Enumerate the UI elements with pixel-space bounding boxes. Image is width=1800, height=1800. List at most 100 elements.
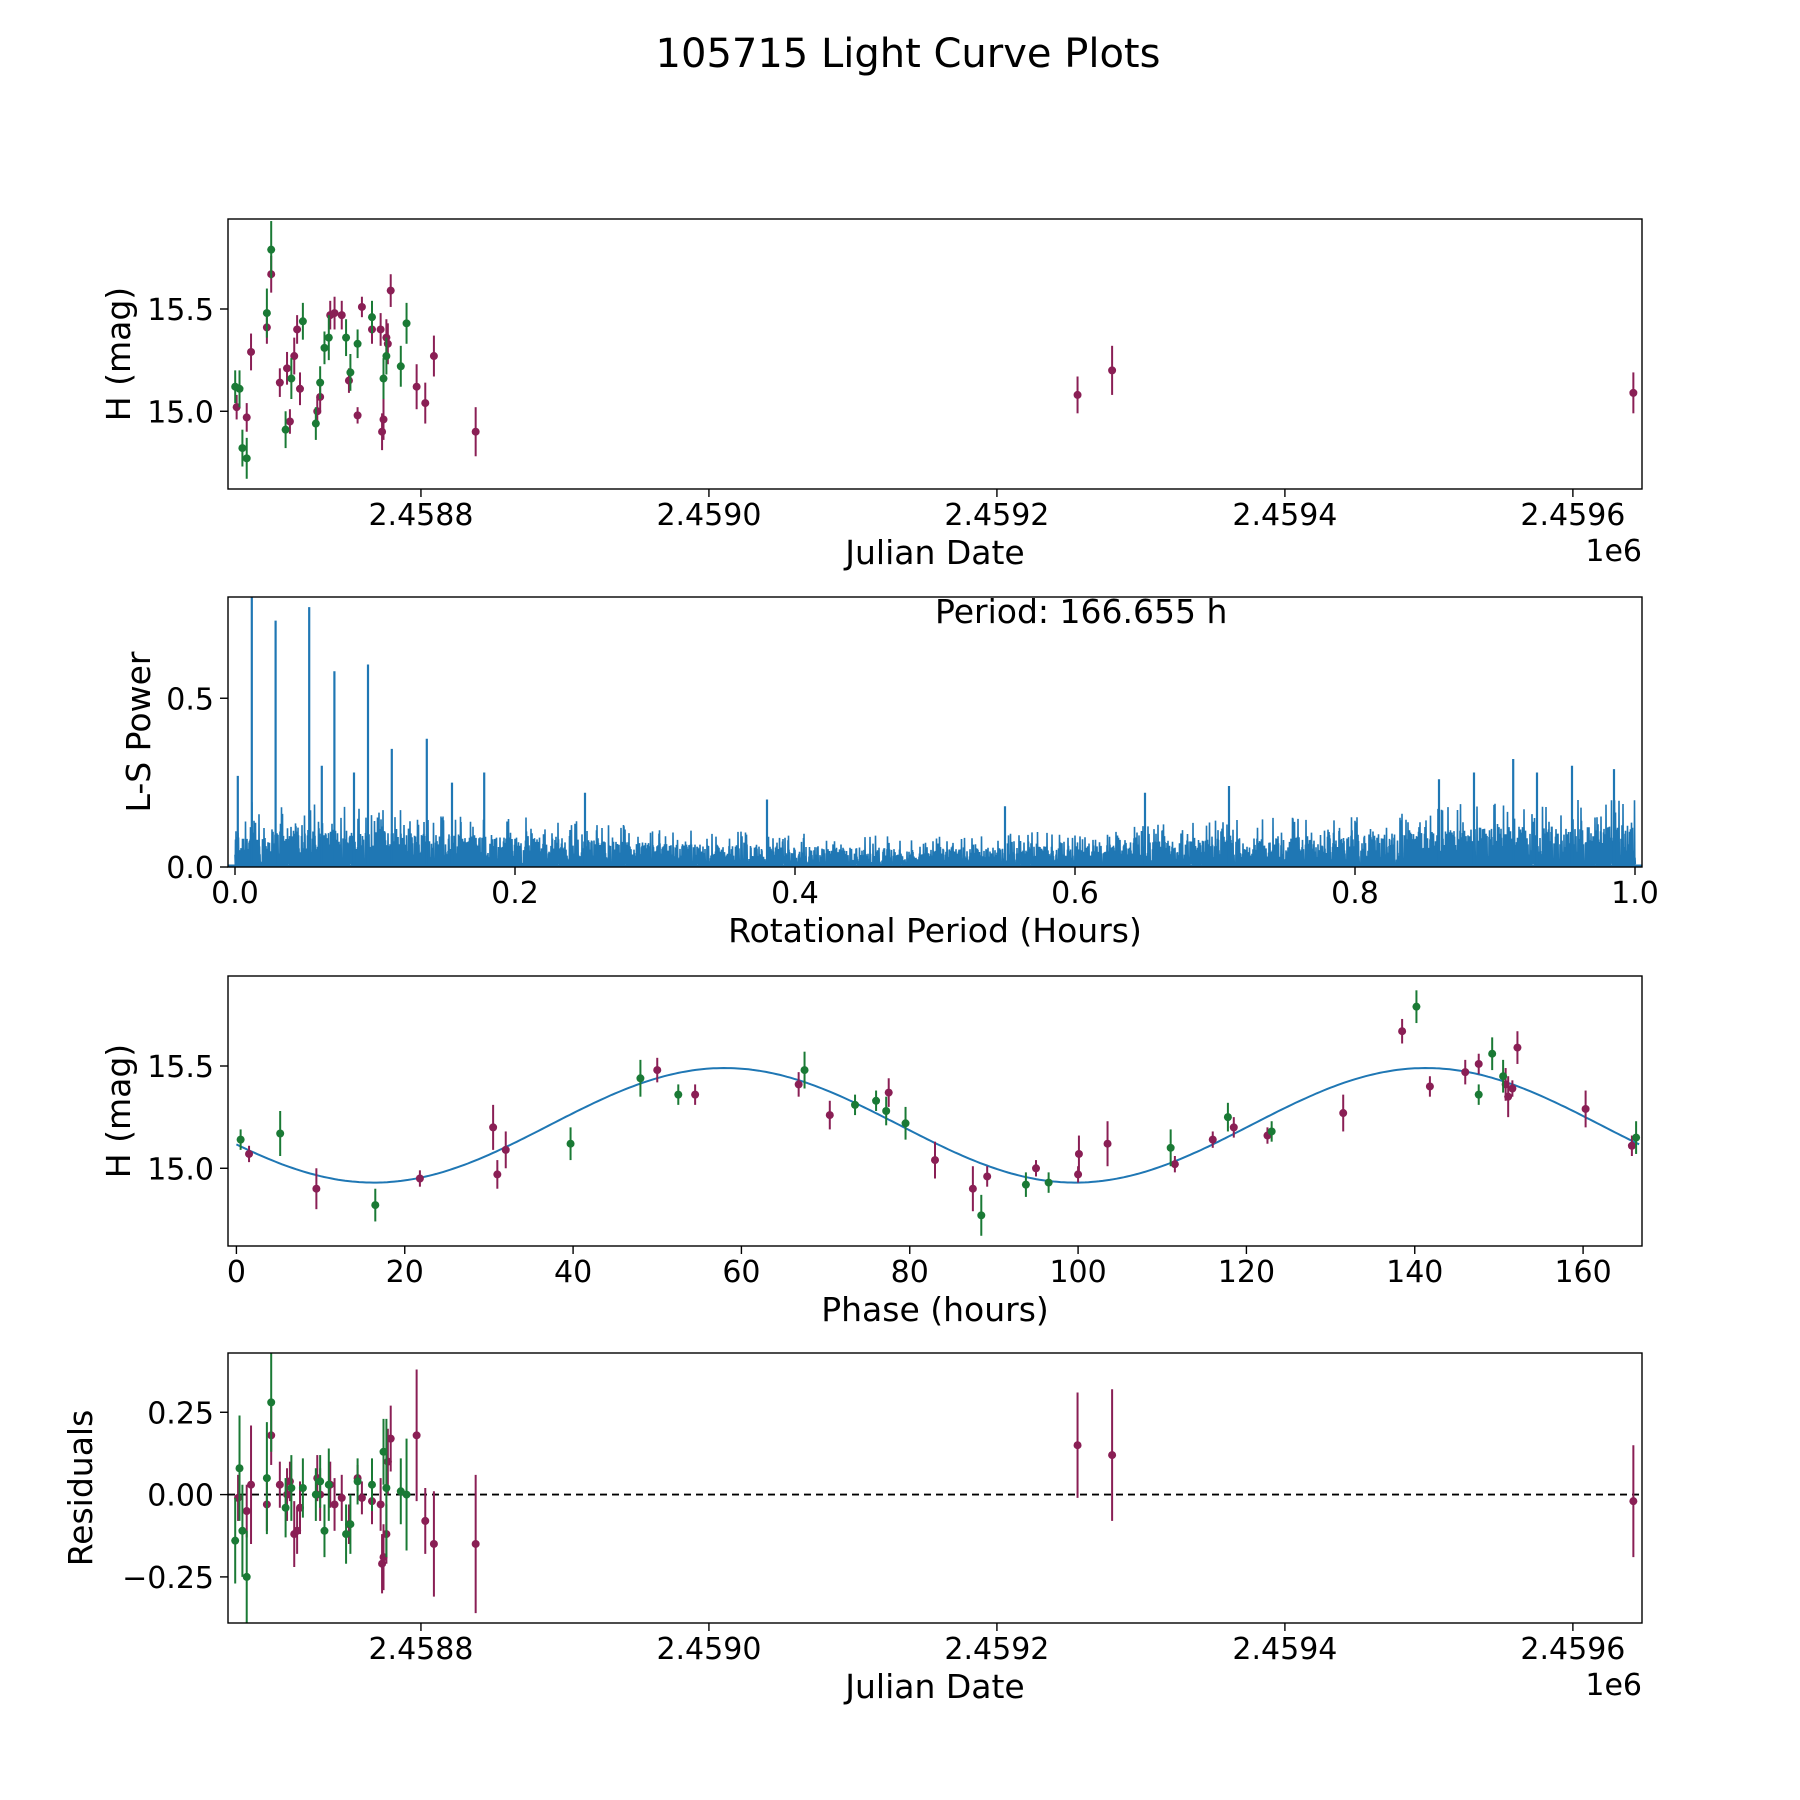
data-point bbox=[316, 1477, 325, 1486]
data-point bbox=[1508, 1084, 1517, 1093]
data-point bbox=[320, 1526, 329, 1535]
data-point bbox=[235, 1464, 244, 1473]
data-point bbox=[242, 454, 251, 463]
data-point bbox=[421, 399, 430, 408]
data-point bbox=[281, 425, 290, 434]
data-point bbox=[262, 309, 271, 318]
phase-plot-area bbox=[235, 990, 1641, 1236]
x-tick-label: 2.4596 bbox=[1520, 498, 1625, 533]
y-tick-label: 0.5 bbox=[166, 682, 214, 717]
data-point bbox=[691, 1090, 700, 1099]
data-point bbox=[281, 1503, 290, 1512]
data-point bbox=[636, 1074, 645, 1083]
phase-axes-frame bbox=[227, 975, 1643, 1247]
data-point bbox=[386, 1434, 395, 1443]
data-point bbox=[316, 378, 325, 387]
data-point bbox=[383, 339, 392, 348]
data-point bbox=[311, 419, 320, 428]
data-point bbox=[238, 1526, 247, 1535]
data-point bbox=[1474, 1059, 1483, 1068]
data-point bbox=[337, 1493, 346, 1502]
data-point bbox=[231, 1536, 240, 1545]
x-tick-label: 2.4590 bbox=[656, 498, 761, 533]
data-point bbox=[346, 1520, 355, 1529]
data-point bbox=[283, 364, 292, 373]
data-point bbox=[1166, 1143, 1175, 1152]
data-point bbox=[402, 1490, 411, 1499]
periodogram-panel: 0.0 0.2 0.4 0.6 0.8 1.0 0.0 0.5 Period: 166.655… bbox=[119, 592, 1659, 950]
data-point bbox=[330, 1500, 339, 1509]
x-tick-label: 2.4590 bbox=[656, 1632, 761, 1667]
data-point bbox=[489, 1123, 498, 1132]
x-tick-label: 0.8 bbox=[1331, 876, 1379, 911]
data-point bbox=[1223, 1113, 1232, 1122]
x-tick-label: 100 bbox=[1049, 1255, 1106, 1290]
residuals-plot-area bbox=[228, 1353, 1642, 1623]
data-point bbox=[242, 1572, 251, 1581]
data-point bbox=[357, 1493, 366, 1502]
phase-y-axis-label: H (mag) bbox=[99, 1044, 138, 1178]
data-point bbox=[1513, 1043, 1522, 1052]
residuals-marks bbox=[228, 1353, 1642, 1623]
data-point bbox=[1021, 1180, 1030, 1189]
x-tick-label: 2.4588 bbox=[368, 1632, 473, 1667]
data-point bbox=[1339, 1109, 1348, 1118]
data-point bbox=[1267, 1127, 1276, 1136]
data-point bbox=[412, 382, 421, 391]
data-point bbox=[342, 333, 351, 342]
data-point bbox=[1108, 1451, 1117, 1460]
data-point bbox=[471, 1539, 480, 1548]
periodogram-plot-area bbox=[228, 597, 1642, 867]
data-point bbox=[1032, 1164, 1040, 1173]
data-point bbox=[267, 245, 276, 254]
data-point bbox=[396, 362, 405, 371]
period-annotation: Period: 166.655 h bbox=[935, 592, 1227, 631]
x-tick-label: 2.4596 bbox=[1520, 1632, 1625, 1667]
lightcurve-plot-area bbox=[231, 221, 1638, 479]
data-point bbox=[1103, 1139, 1112, 1148]
data-point bbox=[285, 417, 294, 426]
x-tick-label: 120 bbox=[1218, 1255, 1275, 1290]
data-point bbox=[1581, 1104, 1590, 1113]
periodogram-ticks: 0.0 0.2 0.4 0.6 0.8 1.0 0.0 0.5 bbox=[166, 682, 1659, 911]
data-point bbox=[1074, 1170, 1083, 1179]
lightcurve-ticks: 2.4588 2.4590 2.4592 2.4594 2.4596 15.0 15.5 bbox=[147, 293, 1625, 533]
x-tick-label: 20 bbox=[386, 1255, 424, 1290]
data-point bbox=[1627, 1141, 1636, 1150]
data-point bbox=[379, 374, 388, 383]
x-tick-label: 40 bbox=[554, 1255, 592, 1290]
y-tick-label: 0.00 bbox=[147, 1479, 214, 1514]
data-point bbox=[298, 1484, 307, 1492]
data-point bbox=[242, 1507, 251, 1516]
y-tick-label: 0.25 bbox=[147, 1396, 214, 1431]
data-point bbox=[242, 413, 251, 422]
data-point bbox=[872, 1096, 881, 1105]
data-point bbox=[1044, 1178, 1053, 1187]
data-point bbox=[1170, 1160, 1179, 1169]
lightcurve-marks bbox=[231, 221, 1638, 479]
phase-x-axis-label: Phase (hours) bbox=[821, 1290, 1049, 1329]
data-point bbox=[1499, 1072, 1508, 1081]
data-point bbox=[851, 1100, 860, 1109]
data-point bbox=[977, 1211, 986, 1220]
data-point bbox=[293, 325, 302, 334]
data-point bbox=[1208, 1135, 1217, 1144]
data-point bbox=[353, 339, 362, 348]
residuals-x-offset-label: 1e6 bbox=[1585, 1668, 1642, 1703]
data-point bbox=[1474, 1090, 1483, 1099]
data-point bbox=[324, 333, 333, 342]
data-point bbox=[1108, 366, 1117, 375]
data-point bbox=[501, 1145, 510, 1154]
data-point bbox=[320, 343, 329, 352]
data-point bbox=[295, 384, 304, 393]
data-point bbox=[1073, 390, 1082, 399]
data-point bbox=[311, 1490, 320, 1499]
y-tick-label: 15.0 bbox=[147, 1152, 214, 1187]
lightcurve-axes-frame bbox=[227, 218, 1643, 490]
x-tick-label: 2.4592 bbox=[944, 498, 1049, 533]
data-point bbox=[421, 1516, 430, 1525]
lightcurve-panel: 2.4588 2.4590 2.4592 2.4594 2.4596 15.0 15.5 J… bbox=[99, 218, 1643, 572]
data-point bbox=[1629, 388, 1638, 397]
